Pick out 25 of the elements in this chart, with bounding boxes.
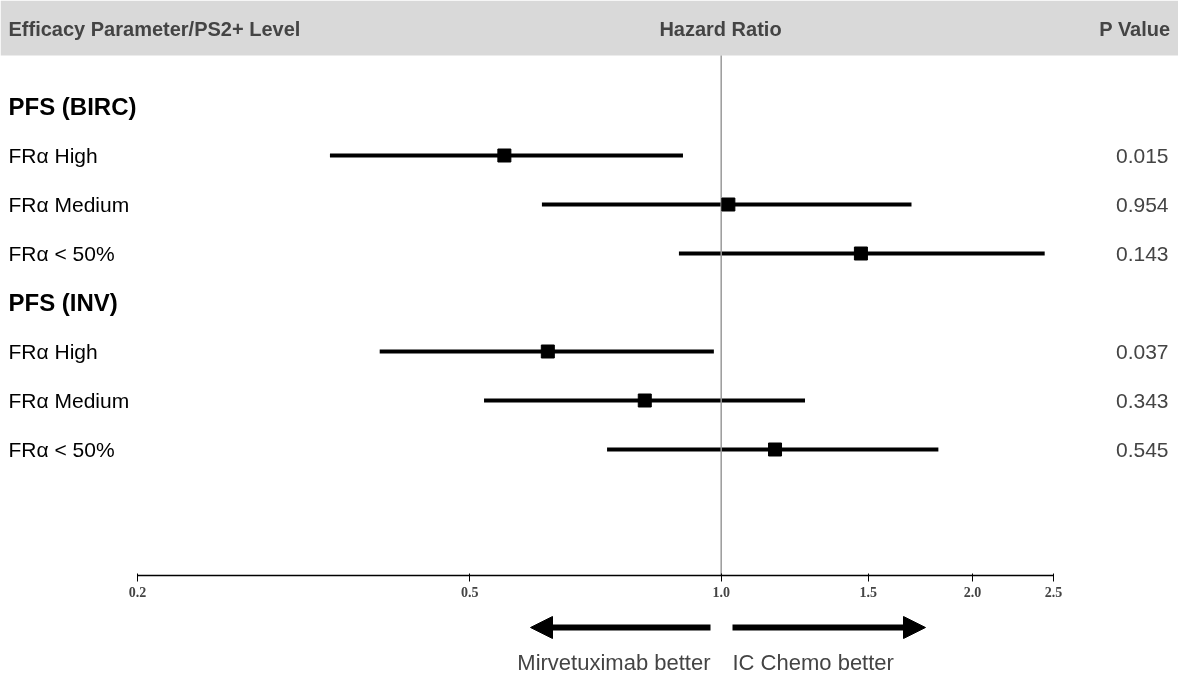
y-axis-title: Efficacy Parameter/PS2+ Level	[8, 17, 301, 40]
y-tick-label: FRα < 50%	[8, 438, 115, 461]
y2-axis-title: P Value	[1099, 17, 1171, 40]
text: 0.954	[1115, 192, 1169, 216]
y-tick-label: PFS (INV)	[8, 289, 118, 316]
x-tick-label: 1.0	[712, 584, 730, 600]
y-tick-label: FRα High	[8, 340, 98, 363]
text: 0.545	[1115, 437, 1169, 461]
text: 0.015	[1115, 143, 1169, 167]
y-tick-label: FRα < 50%	[8, 242, 115, 265]
y-tick-label: FRα High	[8, 144, 98, 167]
y-tick-label: PFS (BIRC)	[8, 93, 137, 120]
text: 0.037	[1115, 339, 1169, 363]
x-tick-label: 2.5	[1044, 584, 1063, 600]
x-tick-label: 1.5	[859, 584, 877, 600]
x-tick-label: 0.2	[128, 584, 147, 600]
x-tick-label: 2.0	[963, 584, 982, 600]
text: 0.143	[1115, 241, 1169, 265]
text: Mirvetuximab better	[517, 650, 711, 675]
text: IC Chemo better	[732, 650, 894, 675]
x-axis-title: Hazard Ratio	[659, 17, 782, 40]
text: 0.343	[1115, 388, 1169, 412]
x-tick-label: 0.5	[461, 584, 479, 600]
y-tick-label: FRα Medium	[8, 193, 130, 216]
y-tick-label: FRα Medium	[8, 389, 130, 412]
